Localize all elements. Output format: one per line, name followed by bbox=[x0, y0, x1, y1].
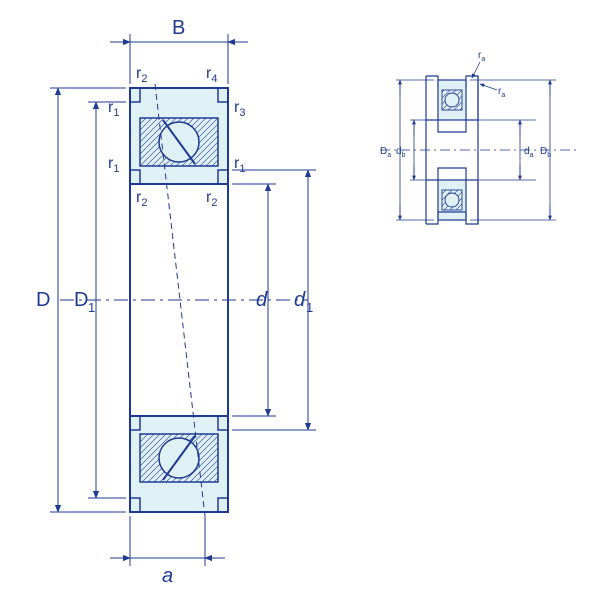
svg-text:ra: ra bbox=[498, 86, 505, 99]
dim-a: a bbox=[110, 516, 225, 587]
svg-text:r1: r1 bbox=[234, 155, 245, 175]
svg-text:Db: Db bbox=[540, 146, 551, 159]
label-D1-sub: 1 bbox=[88, 300, 95, 315]
svg-text:db: db bbox=[396, 146, 406, 159]
label-d: d bbox=[256, 289, 268, 311]
svg-text:ra: ra bbox=[478, 50, 485, 63]
svg-text:da: da bbox=[524, 146, 534, 159]
svg-text:r1: r1 bbox=[108, 155, 119, 175]
label-D1: D bbox=[74, 289, 88, 311]
dim-d1: d 1 bbox=[232, 170, 316, 430]
dim-B: B bbox=[110, 17, 248, 84]
svg-text:r2: r2 bbox=[206, 189, 217, 209]
label-d1-sub: 1 bbox=[306, 300, 313, 315]
main-section: B a D D 1 bbox=[36, 17, 316, 587]
aux-section: ra ra Da db da bbox=[380, 50, 580, 224]
lower-cross-section bbox=[130, 416, 228, 512]
svg-text:r2: r2 bbox=[136, 65, 147, 85]
svg-text:r2: r2 bbox=[136, 189, 147, 209]
svg-text:r4: r4 bbox=[206, 65, 217, 85]
label-B: B bbox=[172, 17, 185, 39]
label-d1: d bbox=[294, 289, 306, 311]
upper-cross-section bbox=[130, 88, 228, 184]
svg-text:Da: Da bbox=[380, 146, 391, 159]
label-a: a bbox=[162, 565, 173, 587]
label-D: D bbox=[36, 289, 50, 311]
bearing-diagram: B a D D 1 bbox=[0, 0, 600, 600]
svg-text:r3: r3 bbox=[234, 99, 245, 119]
